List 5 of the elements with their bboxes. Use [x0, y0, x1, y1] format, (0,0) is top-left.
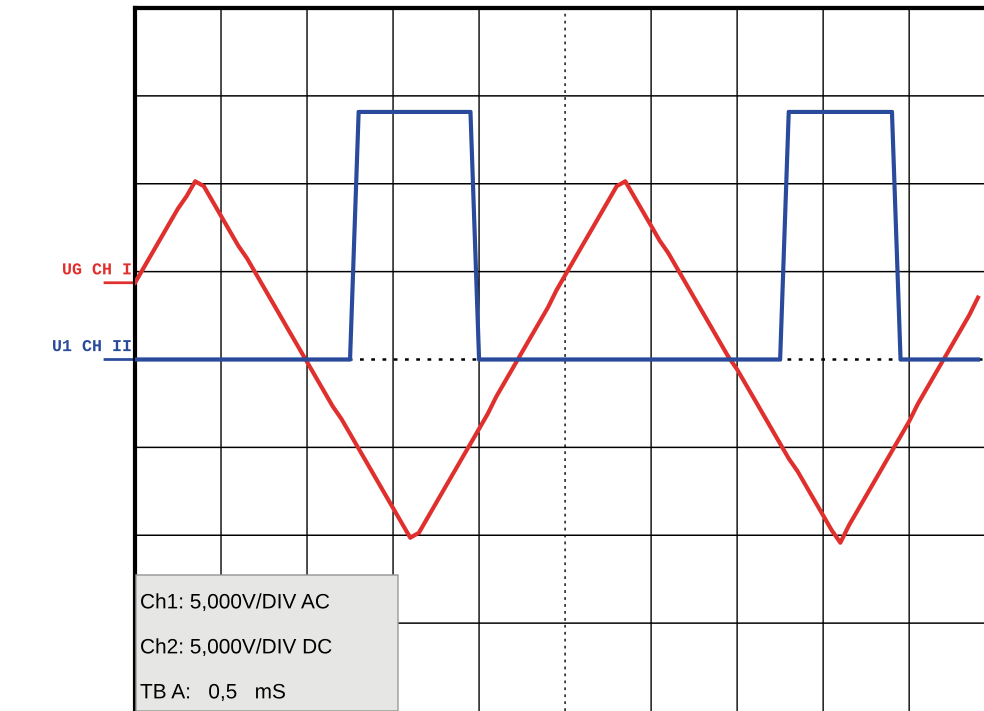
series-label: U1 CH II [53, 340, 131, 352]
text: Ch1: 5,000V/DIV AC [141, 593, 330, 612]
series-label: UG CH I [63, 263, 131, 275]
text: Ch2: 5,000V/DIV DC [141, 638, 332, 656]
text: TB A: 0,5 mS [140, 684, 285, 702]
